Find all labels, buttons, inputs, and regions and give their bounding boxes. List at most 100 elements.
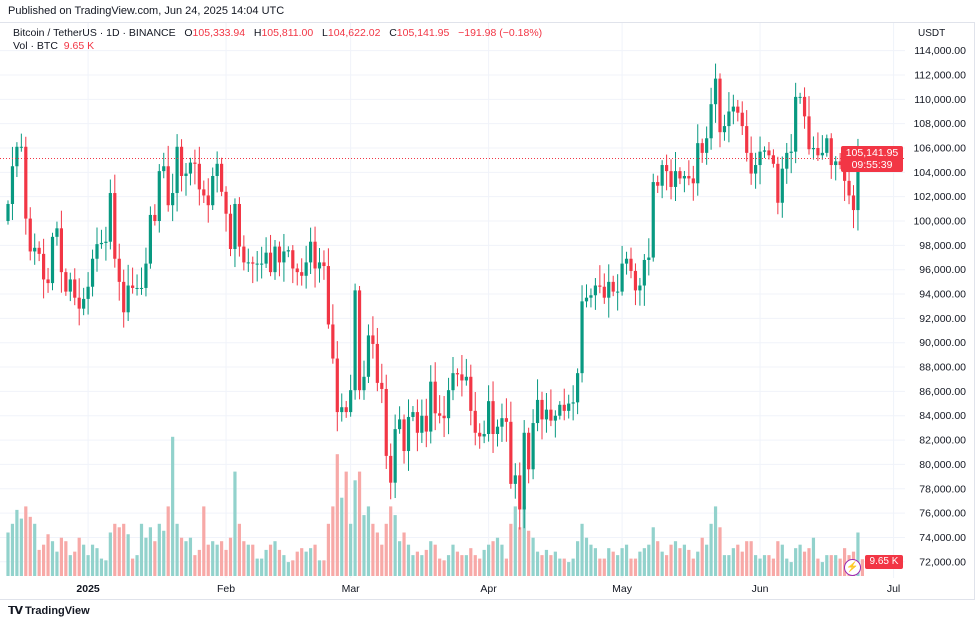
candle[interactable] [228, 204, 233, 257]
candle[interactable] [398, 406, 402, 434]
candle[interactable] [357, 285, 362, 400]
candle[interactable] [838, 152, 842, 170]
candle[interactable] [647, 238, 651, 276]
candle[interactable] [402, 414, 406, 464]
candle[interactable] [233, 198, 237, 268]
candle[interactable] [522, 420, 526, 529]
lightning-icon[interactable]: ⚡ [844, 559, 861, 576]
candle[interactable] [807, 96, 811, 155]
candle[interactable] [589, 288, 593, 308]
candle[interactable] [273, 240, 277, 280]
candle[interactable] [19, 133, 23, 152]
candle[interactable] [700, 138, 704, 163]
candle[interactable] [366, 324, 371, 383]
candle[interactable] [549, 389, 553, 427]
candle[interactable] [237, 197, 241, 257]
candle[interactable] [179, 139, 184, 192]
candle[interactable] [531, 409, 535, 480]
candle[interactable] [651, 173, 655, 262]
candle[interactable] [682, 170, 686, 193]
candle[interactable] [580, 285, 584, 383]
candle[interactable] [584, 284, 589, 308]
candle[interactable] [28, 207, 32, 261]
candle[interactable] [593, 278, 597, 310]
candle[interactable] [825, 134, 829, 157]
candle[interactable] [77, 278, 81, 326]
candle[interactable] [322, 250, 326, 280]
candle[interactable] [776, 156, 780, 215]
candle[interactable] [802, 87, 807, 129]
candle[interactable] [86, 272, 90, 315]
candle[interactable] [317, 247, 322, 283]
candle[interactable] [567, 394, 571, 419]
candle[interactable] [851, 185, 856, 229]
candle[interactable] [64, 268, 68, 296]
candle[interactable] [455, 368, 460, 387]
candle[interactable] [518, 462, 522, 530]
candle[interactable] [206, 178, 210, 223]
candle[interactable] [188, 157, 193, 186]
candle[interactable] [175, 134, 179, 212]
candle[interactable] [673, 152, 678, 201]
candle[interactable] [754, 152, 758, 189]
candle[interactable] [767, 142, 771, 160]
candle[interactable] [131, 267, 135, 294]
volume-label[interactable]: Vol · BTC [13, 40, 58, 52]
candle[interactable] [633, 263, 638, 306]
candle[interactable] [535, 379, 540, 432]
candle[interactable] [669, 159, 673, 200]
candle[interactable] [811, 136, 816, 160]
candle[interactable] [540, 391, 544, 440]
candle[interactable] [340, 393, 344, 422]
candle[interactable] [629, 247, 633, 279]
candle[interactable] [406, 399, 411, 471]
candle[interactable] [798, 92, 802, 104]
candle[interactable] [37, 241, 41, 262]
candle[interactable] [762, 146, 767, 159]
candle[interactable] [184, 163, 188, 196]
candle[interactable] [749, 136, 753, 185]
candle[interactable] [389, 443, 393, 500]
candle[interactable] [193, 149, 197, 185]
candle[interactable] [353, 283, 357, 400]
candle[interactable] [611, 275, 615, 297]
candle[interactable] [473, 392, 477, 446]
candle[interactable] [771, 149, 775, 168]
symbol-label[interactable]: Bitcoin / TetherUS · 1D · BINANCE [13, 27, 176, 39]
candle[interactable] [24, 136, 28, 235]
candle[interactable] [135, 274, 139, 296]
candle[interactable] [215, 151, 219, 193]
candle[interactable] [162, 152, 166, 179]
candle[interactable] [331, 304, 335, 364]
candle[interactable] [442, 396, 446, 438]
candle[interactable] [55, 221, 59, 246]
candle[interactable] [420, 399, 424, 443]
candle[interactable] [126, 264, 130, 322]
candle[interactable] [291, 245, 295, 284]
candle[interactable] [10, 146, 15, 221]
candle[interactable] [286, 246, 290, 258]
candle[interactable] [309, 227, 313, 275]
candle[interactable] [740, 101, 744, 135]
candle[interactable] [282, 233, 286, 282]
candle[interactable] [438, 395, 442, 424]
currency-label[interactable]: USDT [918, 28, 946, 39]
candle[interactable] [429, 365, 433, 444]
candle[interactable] [553, 410, 557, 438]
candle[interactable] [789, 134, 793, 174]
candle[interactable] [678, 167, 682, 185]
candle[interactable] [73, 268, 77, 306]
candle[interactable] [424, 398, 428, 448]
candle[interactable] [242, 235, 246, 271]
candle[interactable] [451, 356, 455, 401]
candle[interactable] [527, 427, 531, 484]
candle[interactable] [576, 368, 580, 415]
candle[interactable] [482, 420, 486, 444]
candle[interactable] [326, 248, 330, 329]
candle[interactable] [251, 256, 255, 284]
candle[interactable] [638, 277, 642, 306]
candle[interactable] [829, 133, 833, 179]
candle[interactable] [433, 362, 437, 431]
candle[interactable] [380, 363, 384, 404]
candle[interactable] [202, 180, 206, 204]
